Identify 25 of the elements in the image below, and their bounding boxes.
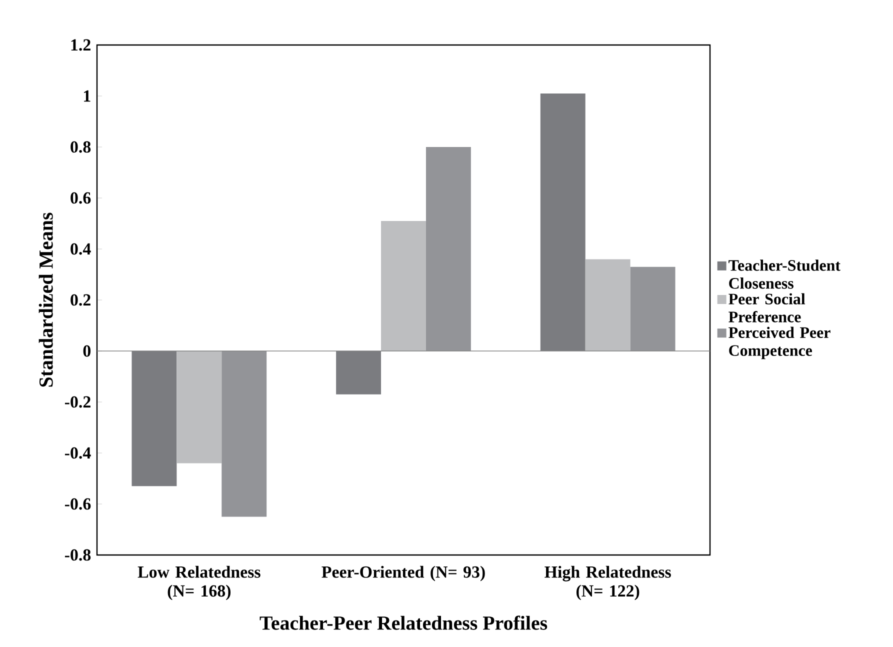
y-axis-title: Standardized Means	[38, 212, 53, 387]
bar	[630, 266, 676, 351]
bar	[426, 146, 471, 351]
y-tick-label: 1	[84, 90, 90, 102]
x-tick-label: Low Relatedness (N= 168)	[138, 566, 260, 600]
x-tick-label: High Relatedness (N= 122)	[544, 566, 671, 600]
y-tick-label: -0.6	[64, 498, 91, 510]
bar	[585, 259, 630, 351]
legend-label: Perceived Peer Competence	[728, 326, 830, 360]
bar	[222, 351, 267, 517]
bar	[176, 351, 222, 464]
legend-label: Teacher-Student Closeness	[728, 260, 840, 289]
y-tick-label: 0.4	[70, 243, 91, 255]
y-tick-label: -0.8	[64, 549, 91, 561]
y-tick-label: 0.8	[70, 141, 91, 153]
bar	[381, 220, 426, 351]
y-tick-label: 1.2	[71, 39, 90, 51]
legend-label: Peer Social Preference	[728, 293, 806, 322]
x-axis-title: Teacher-Peer Relatedness Profiles	[260, 616, 548, 630]
y-tick-label: -0.4	[64, 447, 91, 459]
y-tick-label: 0	[83, 345, 91, 357]
x-tick-label: Peer-Oriented (N= 93)	[322, 566, 485, 582]
y-tick-label: -0.2	[64, 396, 90, 408]
y-tick-label: 0.2	[70, 294, 90, 306]
y-tick-label: 0.6	[70, 192, 91, 204]
